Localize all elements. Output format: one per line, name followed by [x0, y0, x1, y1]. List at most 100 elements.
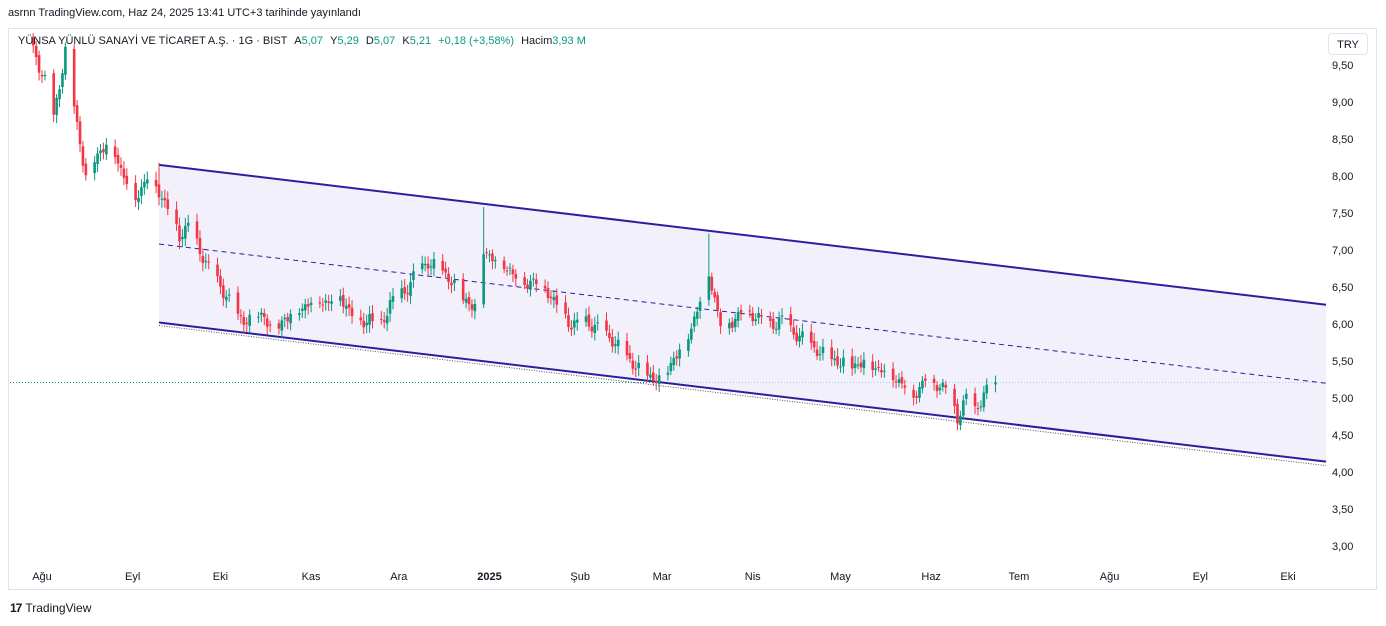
y-tick-label: 9,00: [1332, 97, 1353, 109]
candle: [894, 375, 898, 389]
candle-body: [186, 222, 190, 226]
candle-body: [204, 260, 208, 262]
candle-body: [529, 280, 532, 290]
candle-body: [596, 322, 600, 324]
candle: [508, 263, 512, 276]
candle-body: [113, 146, 117, 158]
candle: [494, 256, 497, 269]
candle: [327, 294, 330, 311]
candle-body: [613, 344, 617, 346]
candle: [403, 279, 406, 300]
candle: [964, 388, 968, 405]
candle: [482, 207, 485, 309]
candle: [72, 44, 76, 114]
candle-body: [58, 89, 61, 100]
candle: [690, 323, 693, 344]
candle-body: [64, 46, 67, 75]
candle-body: [546, 287, 550, 299]
candle: [181, 228, 184, 248]
candle: [932, 374, 936, 391]
tradingview-brand[interactable]: 17 TradingView: [10, 601, 91, 615]
candle: [979, 400, 983, 412]
candle-body: [119, 164, 123, 168]
candle-body: [710, 276, 714, 291]
close-label: K: [402, 35, 410, 47]
candle-body: [239, 314, 243, 317]
candle: [962, 395, 965, 421]
candle-body: [631, 360, 635, 369]
candle-body: [976, 408, 980, 410]
candle-body: [973, 393, 977, 407]
channel-middle-line: [158, 243, 1327, 384]
candle-body: [242, 316, 246, 325]
candle-body: [836, 356, 839, 366]
candle: [224, 290, 228, 309]
candle: [590, 318, 594, 338]
candle: [649, 367, 652, 382]
y-tick-label: 7,50: [1332, 208, 1353, 220]
candle-body: [175, 209, 178, 225]
candle: [303, 298, 307, 319]
high-value: 5,29: [337, 35, 359, 47]
candle-body: [453, 280, 456, 284]
candle: [625, 332, 629, 361]
candle: [637, 355, 640, 377]
candle-body: [248, 314, 251, 326]
candle: [467, 291, 471, 312]
candle: [611, 328, 614, 353]
candle-body: [830, 347, 834, 359]
candle-body: [526, 284, 529, 288]
candle: [956, 398, 959, 431]
candle-body: [871, 361, 874, 371]
candle: [982, 386, 986, 412]
candle: [877, 359, 880, 372]
candle: [692, 311, 696, 332]
candle-body: [502, 260, 506, 270]
candle: [195, 213, 199, 245]
candle-body: [494, 260, 497, 262]
y-tick-label: 3,00: [1332, 541, 1353, 553]
candle: [93, 156, 96, 181]
candle: [818, 345, 822, 361]
candle: [429, 259, 433, 276]
candle-body: [330, 301, 333, 304]
candle: [546, 281, 550, 304]
candle: [34, 41, 38, 66]
candle: [222, 278, 225, 307]
candle-body: [488, 254, 491, 256]
candle: [815, 341, 819, 360]
candle-body: [657, 375, 661, 385]
y-tick-label: 5,00: [1332, 393, 1353, 405]
x-tick-label: Tem: [1009, 571, 1030, 583]
candle-body: [646, 362, 649, 376]
candle-body: [839, 366, 842, 368]
candle: [795, 324, 798, 346]
candle: [748, 304, 752, 318]
candle-body: [587, 314, 591, 327]
candle-body: [236, 292, 240, 314]
candle: [423, 256, 427, 272]
candle: [350, 300, 354, 324]
currency-button[interactable]: TRY: [1328, 33, 1368, 55]
candle-body: [757, 312, 760, 318]
candle: [856, 356, 860, 370]
candle-body: [324, 300, 328, 303]
candle: [613, 336, 617, 354]
candle: [646, 355, 649, 382]
candle: [672, 351, 676, 371]
candle: [830, 339, 834, 367]
change-value: +0,18 (+3,58%): [438, 35, 515, 47]
candle: [450, 276, 453, 294]
candle: [924, 373, 927, 388]
volume-value: 3,93 M: [552, 35, 586, 47]
candle: [31, 32, 35, 54]
candle-body: [874, 368, 877, 370]
candle-body: [429, 266, 433, 268]
candle: [119, 157, 123, 176]
candle: [985, 378, 989, 400]
candle: [871, 354, 874, 378]
candle: [277, 319, 281, 335]
candle-body: [219, 275, 222, 287]
candle: [628, 345, 632, 363]
